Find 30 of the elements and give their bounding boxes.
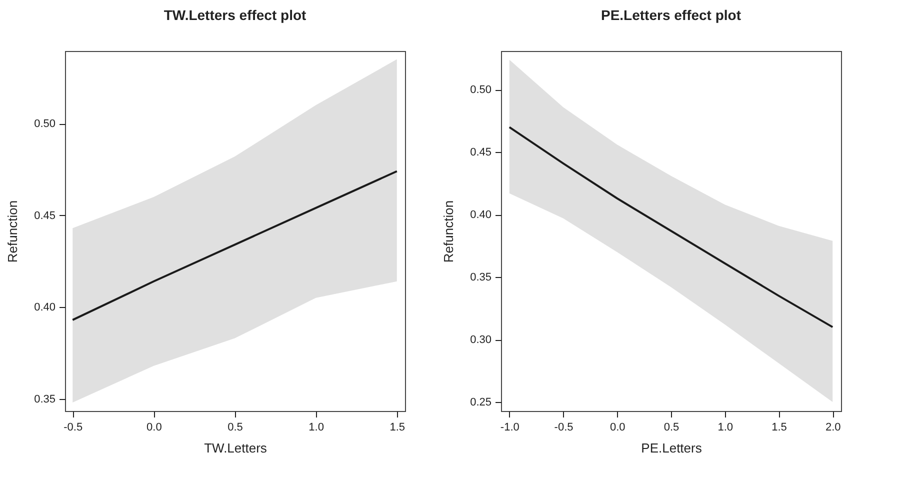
y-axis-title: Refunction [441, 200, 456, 263]
y-tick-label: 0.45 [470, 146, 492, 159]
x-tick-label: 1.5 [390, 422, 406, 434]
y-tick-label: 0.30 [470, 334, 492, 346]
chart-title: TW.Letters effect plot [164, 7, 307, 23]
line-series [508, 126, 834, 328]
y-tick-label: 0.50 [470, 84, 492, 96]
x-tick-label: 1.0 [718, 422, 734, 434]
x-tick-label: 0.5 [228, 422, 243, 434]
x-axis-title: PE.Letters [641, 440, 702, 456]
y-axis-title: Refunction [5, 200, 20, 263]
x-tick-label: 1.5 [772, 422, 787, 434]
chart-title: PE.Letters effect plot [600, 7, 742, 23]
x-tick-label: -1.0 [500, 422, 520, 434]
y-tick-label: 0.45 [34, 210, 56, 222]
x-tick-label: -0.5 [64, 422, 83, 434]
y-tick-label: 0.40 [34, 302, 56, 314]
y-tick-label: 0.50 [34, 118, 56, 130]
x-tick-label: 0.0 [610, 422, 626, 434]
line-series [72, 170, 398, 321]
y-tick-label: 0.35 [470, 272, 492, 284]
x-axis-title: TW.Letters [204, 440, 268, 456]
x-tick-label: 0.5 [664, 422, 680, 434]
y-tick-label: 0.40 [470, 209, 492, 222]
y-tick-label: 0.25 [470, 396, 492, 409]
y-tick-label: 0.35 [34, 393, 56, 406]
x-tick-label: 2.0 [825, 422, 841, 434]
x-tick-label: 0.0 [146, 422, 162, 434]
x-tick-label: 1.0 [308, 422, 324, 434]
x-tick-label: -0.5 [554, 422, 574, 434]
